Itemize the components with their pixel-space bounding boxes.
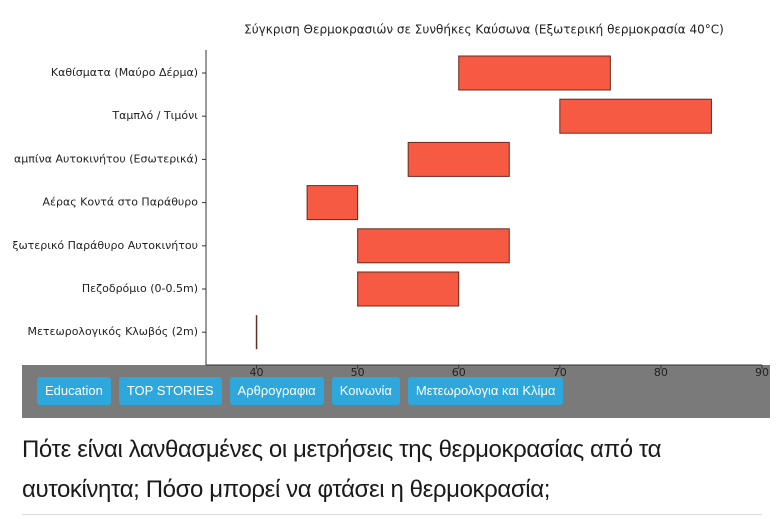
tag-button[interactable]: Αρθρογραφια [229,377,324,405]
y-tick-label: αμπίνα Αυτοκινήτου (Εσωτερικά) [14,152,198,165]
divider [22,514,762,515]
bar [407,141,510,177]
chart: Σύγκριση Θερμοκρασιών σε Συνθήκες Καύσων… [12,23,769,380]
bar [458,55,611,91]
x-tick-label: 50 [351,366,365,379]
y-tick-label: Μετεωρολογικός Κλωβός (2m) [28,325,199,338]
bar [357,271,460,307]
chart-title: Σύγκριση Θερμοκρασιών σε Συνθήκες Καύσων… [244,23,724,37]
y-tick-label: Ταμπλό / Τιμόνι [111,109,198,122]
x-tick-label: 40 [250,366,264,379]
bar [357,228,510,264]
tag-button[interactable]: Μετεωρολογια και Κλίμα [407,377,564,405]
tag-button[interactable]: TOP STORIES [118,377,222,405]
y-tick-label: Αέρας Κοντά στο Παράθυρο [43,196,199,209]
x-tick-label: 70 [553,366,567,379]
bar [306,185,359,221]
headline[interactable]: Πότε είναι λανθασμένες οι μετρήσεις της … [22,436,662,503]
x-tick-label: 90 [755,366,769,379]
y-tick-label: ξωτερικό Παράθυρο Αυτοκινήτου [12,239,198,252]
x-tick-label: 60 [452,366,466,379]
tag-button[interactable]: Κοινωνία [331,377,400,405]
tag-list: Education TOP STORIES Αρθρογραφια Κοινωνία Μ… [37,377,564,405]
y-tick-label: Πεζοδρόμιο (0-0.5m) [82,282,198,295]
tag-button[interactable]: Education [37,377,111,405]
x-tick-label: 80 [654,366,668,379]
bar [559,98,712,134]
y-tick-label: Καθίσματα (Μαύρο Δέρμα) [51,66,198,79]
